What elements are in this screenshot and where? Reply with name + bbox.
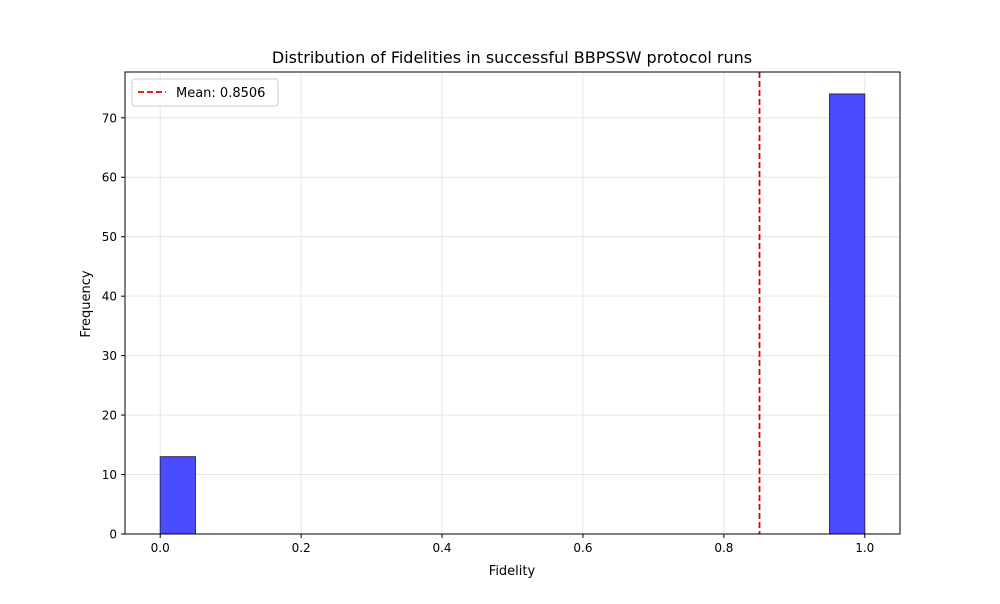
y-tick-label: 70	[102, 111, 117, 125]
x-tick-label: 0.2	[292, 541, 311, 555]
legend-mean-label: Mean: 0.8506	[176, 86, 265, 101]
y-axis-label: Frequency	[79, 270, 94, 337]
x-tick-label: 0.4	[432, 541, 451, 555]
grid-lines	[125, 72, 900, 535]
y-tick-label: 0	[109, 528, 117, 542]
histogram-bar	[829, 93, 866, 535]
y-tick-label: 50	[102, 230, 117, 244]
y-axis-ticks: 0 10 20 30 40 50 60 70	[102, 111, 125, 542]
y-tick-label: 60	[102, 171, 117, 185]
x-tick-label: 1.0	[855, 541, 874, 555]
x-axis-ticks: 0.0 0.2 0.4 0.6 0.8 1.0	[151, 534, 874, 555]
y-tick-label: 10	[102, 468, 117, 482]
y-tick-label: 40	[102, 290, 117, 304]
legend-box	[131, 78, 279, 107]
x-tick-label: 0.0	[151, 541, 170, 555]
axes-frame	[124, 71, 901, 535]
x-axis-label: Fidelity	[489, 564, 536, 579]
x-tick-label: 0.8	[714, 541, 733, 555]
y-tick-label: 20	[102, 409, 117, 423]
chart-title: Distribution of Fidelities in successful…	[272, 48, 752, 67]
histogram-bar	[159, 456, 196, 535]
x-tick-label: 0.6	[573, 541, 592, 555]
y-tick-label: 30	[102, 349, 117, 363]
legend: Mean: 0.8506	[131, 78, 279, 107]
